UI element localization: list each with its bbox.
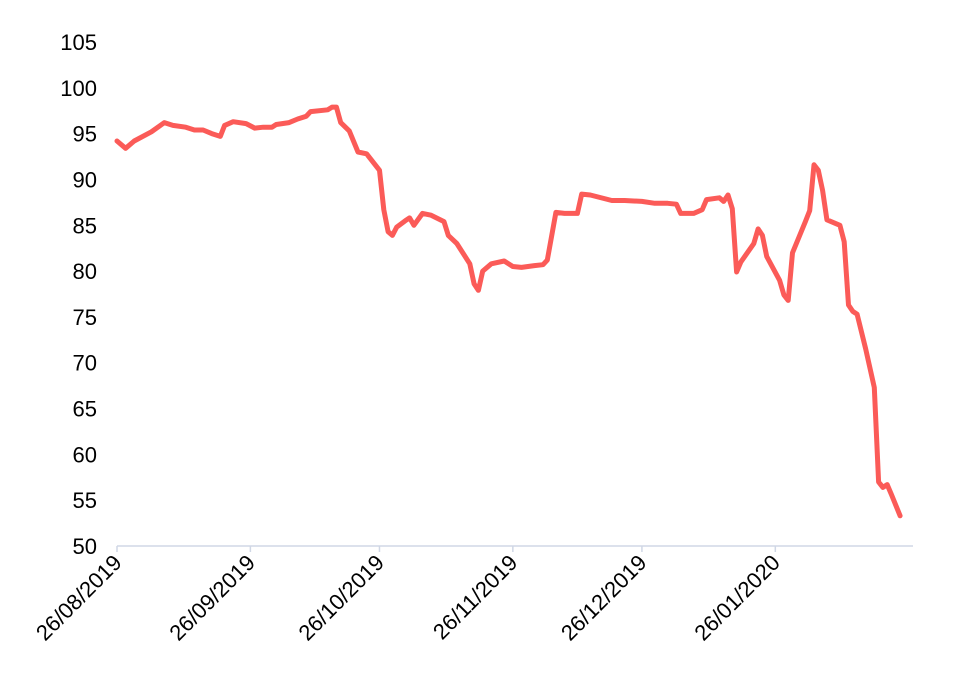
plot-series xyxy=(114,104,903,519)
series-line-0 xyxy=(114,104,903,519)
y-tick-label: 105 xyxy=(60,30,97,55)
y-axis: 50 55 60 65 70 75 80 85 90 95 100 105 xyxy=(60,30,97,559)
y-tick-label: 50 xyxy=(73,534,97,559)
y-tick-label: 100 xyxy=(60,76,97,101)
x-tick-label: 26/10/2019 xyxy=(293,550,389,646)
y-tick-label: 75 xyxy=(73,305,97,330)
x-axis: 26/08/2019 26/09/2019 26/10/2019 26/11/2019… xyxy=(31,545,913,646)
x-tick-label: 26/01/2020 xyxy=(689,550,785,646)
x-tick-label: 26/09/2019 xyxy=(164,550,260,646)
y-tick-label: 80 xyxy=(73,259,97,284)
x-tick-label: 26/12/2019 xyxy=(556,550,652,646)
y-tick-label: 70 xyxy=(73,351,97,376)
y-tick-label: 90 xyxy=(73,167,97,192)
y-tick-label: 55 xyxy=(73,488,97,513)
y-tick-label: 85 xyxy=(73,213,97,238)
y-tick-label: 95 xyxy=(73,122,97,147)
x-tick-label: 26/08/2019 xyxy=(31,550,127,646)
y-tick-label: 65 xyxy=(73,397,97,422)
y-tick-label: 60 xyxy=(73,442,97,467)
x-tick-label: 26/11/2019 xyxy=(428,550,522,644)
